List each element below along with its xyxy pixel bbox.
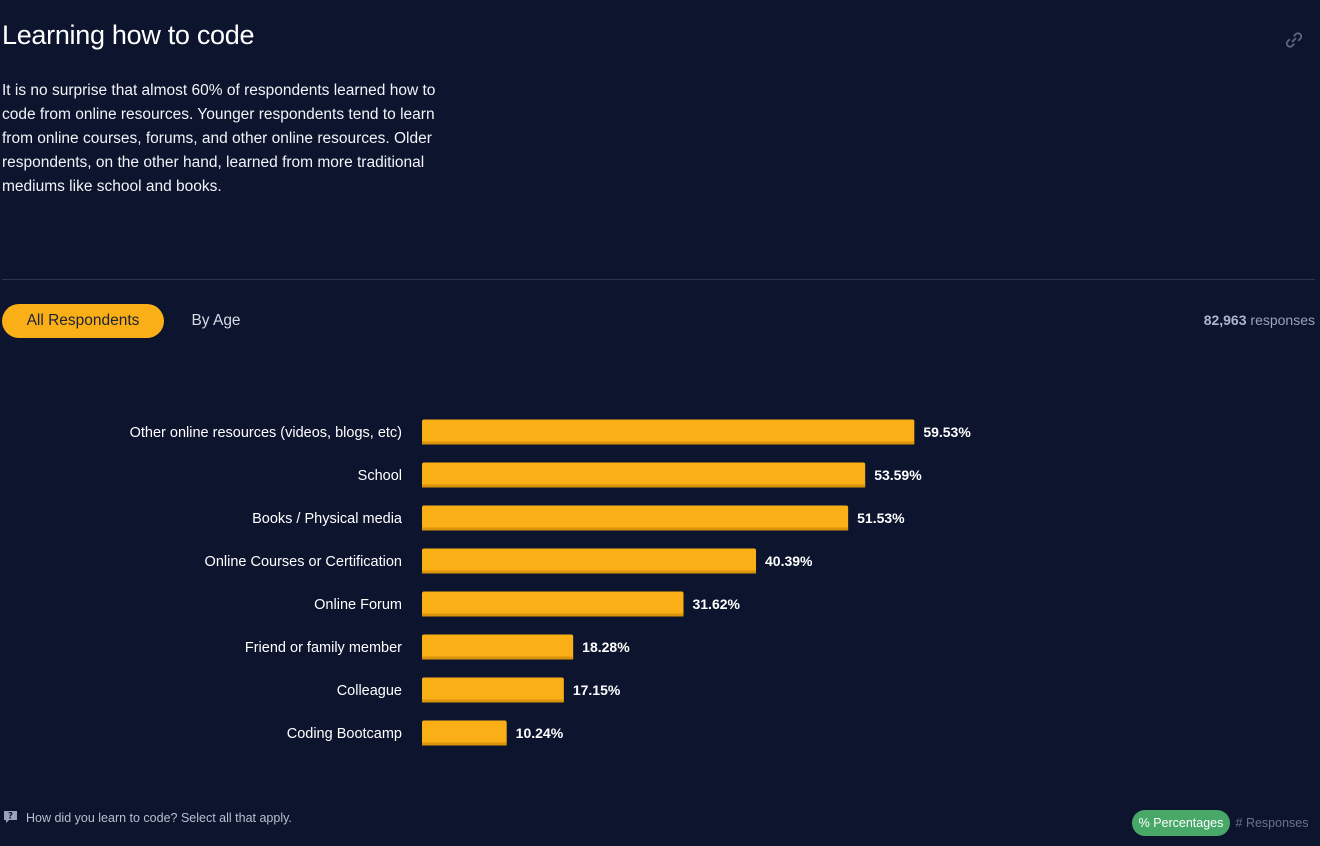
bar-friend-or-family-member[interactable]	[422, 634, 574, 660]
bar-school[interactable]	[422, 462, 866, 488]
value-label-online-courses-or-certification: 40.39%	[765, 553, 813, 569]
section-description: It is no surprise that almost 60% of res…	[2, 82, 436, 195]
category-label-colleague: Colleague	[337, 683, 402, 699]
survey-question: ? How did you learn to code? Select all t…	[3, 810, 292, 825]
bar-online-forum[interactable]	[422, 591, 684, 617]
bar-chart: Other online resources (videos, blogs, e…	[130, 419, 971, 746]
toggle-percentages[interactable]: % Percentages	[1132, 810, 1230, 836]
tab-by-age[interactable]: By Age	[178, 304, 254, 338]
response-count-label: responses	[1250, 312, 1315, 328]
bar-shadow-other-online-resources-videos-blogs-etc	[422, 441, 915, 445]
category-label-online-courses-or-certification: Online Courses or Certification	[205, 554, 402, 570]
value-label-books-physical-media: 51.53%	[857, 510, 905, 526]
question-icon: ?	[3, 810, 18, 824]
category-label-online-forum: Online Forum	[314, 597, 402, 613]
bar-shadow-online-forum	[422, 613, 684, 617]
value-label-friend-or-family-member: 18.28%	[582, 639, 630, 655]
value-label-online-forum: 31.62%	[692, 596, 740, 612]
category-label-school: School	[358, 468, 402, 484]
value-label-coding-bootcamp: 10.24%	[516, 725, 564, 741]
link-icon[interactable]	[1284, 30, 1304, 50]
bar-books-physical-media[interactable]	[422, 505, 849, 531]
value-label-other-online-resources-videos-blogs-etc: 59.53%	[923, 424, 971, 440]
response-count-number: 82,963	[1203, 312, 1247, 328]
category-label-books-physical-media: Books / Physical media	[252, 511, 403, 527]
response-count: 82,963 responses	[1204, 312, 1315, 328]
svg-text:?: ?	[8, 812, 13, 822]
value-label-colleague: 17.15%	[573, 682, 621, 698]
bar-colleague[interactable]	[422, 677, 564, 703]
survey-question-text: How did you learn to code? Select all th…	[26, 811, 292, 825]
bar-shadow-colleague	[422, 699, 564, 703]
bar-other-online-resources-videos-blogs-etc[interactable]	[422, 419, 915, 445]
bar-shadow-online-courses-or-certification	[422, 570, 757, 574]
page-title: Learning how to code	[2, 20, 255, 50]
category-label-coding-bootcamp: Coding Bootcamp	[287, 726, 402, 742]
bar-online-courses-or-certification[interactable]	[422, 548, 757, 574]
category-label-other-online-resources-videos-blogs-etc: Other online resources (videos, blogs, e…	[130, 425, 402, 441]
bar-coding-bootcamp[interactable]	[422, 720, 507, 746]
bar-shadow-coding-bootcamp	[422, 742, 507, 746]
bar-shadow-friend-or-family-member	[422, 656, 574, 660]
category-label-friend-or-family-member: Friend or family member	[245, 640, 402, 656]
tab-all-respondents[interactable]: All Respondents	[2, 304, 164, 338]
toggle-responses[interactable]: # Responses	[1232, 810, 1312, 836]
bar-shadow-school	[422, 484, 866, 488]
divider	[2, 279, 1315, 280]
bar-shadow-books-physical-media	[422, 527, 849, 531]
value-label-school: 53.59%	[874, 467, 922, 483]
